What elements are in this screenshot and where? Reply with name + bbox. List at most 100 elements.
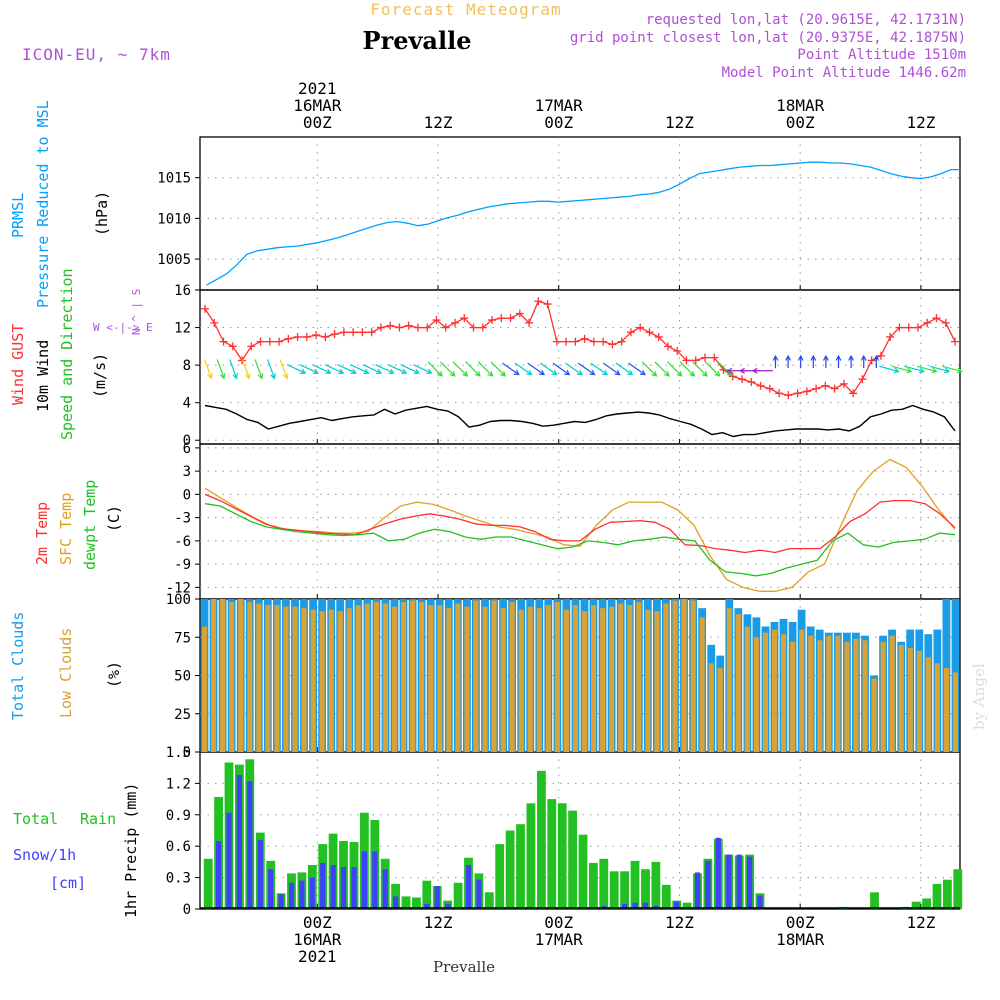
low-clouds-bar (211, 599, 217, 752)
wind-arrowhead (714, 371, 721, 377)
total-label: Total (13, 810, 58, 828)
wind-direction-arrow (375, 364, 394, 374)
gust-point (645, 328, 654, 337)
gust-point (358, 328, 367, 337)
wind-arrowhead (576, 369, 583, 376)
temp-2m-line (204, 493, 956, 554)
wind-arrowhead (388, 368, 395, 374)
gust-point (710, 353, 719, 362)
time-label-top: 00Z (303, 113, 332, 132)
snow-bar (705, 860, 711, 909)
gust-point (608, 340, 617, 349)
wind-direction-arrow (879, 365, 899, 373)
wind-arrowhead (257, 373, 264, 380)
wind-direction-arrow (679, 361, 695, 377)
gust-point (376, 323, 385, 332)
snow-bar (726, 854, 732, 909)
wind-arrowhead (551, 369, 558, 376)
time-label-bottom: 00Z (544, 913, 573, 932)
low-clouds-bar (373, 602, 379, 752)
snow-bar (424, 903, 430, 909)
y-tick-label: 0 (183, 745, 191, 761)
y-tick-label: 0 (183, 487, 191, 503)
time-label-top: 18MAR (776, 96, 825, 115)
low-clouds-bar (817, 640, 823, 752)
gust-point (413, 323, 422, 332)
time-label-top: 2021 (298, 79, 337, 98)
snow-bar (694, 872, 701, 909)
low-clouds-bar (916, 651, 922, 752)
snow-unit-label: [cm] (50, 874, 86, 892)
low-clouds-bar (364, 603, 370, 752)
rain-bar (661, 884, 671, 909)
gust-point (247, 342, 256, 351)
snow-bar (340, 867, 347, 909)
y-tick-label: -6 (174, 534, 191, 550)
low-clouds-bar (808, 635, 814, 752)
rain-bar (870, 892, 879, 909)
low-clouds-bar (591, 605, 597, 752)
gust-point (423, 323, 432, 332)
wind-direction-arrow (286, 364, 306, 374)
wind-arrowhead (232, 373, 238, 380)
wind-direction-arrow (229, 359, 238, 379)
wind-direction-arrow (704, 361, 720, 377)
direction-legend-we: W <-|-> E (93, 321, 153, 334)
temp2m-label: 2m Temp (33, 502, 51, 565)
wind-direction-arrow (615, 362, 633, 376)
rain-bar (505, 830, 515, 909)
snow-bar (247, 781, 253, 909)
y-tick-label: 1015 (157, 171, 191, 187)
wind-arrowhead (500, 371, 506, 377)
gust-point (571, 337, 580, 346)
wind-speed-line (204, 404, 956, 438)
wind-arrowhead (738, 367, 745, 374)
gust-point (673, 347, 682, 356)
gust-point (367, 328, 376, 337)
clouds-unit-label: (%) (105, 661, 123, 688)
low-clouds-bar (790, 641, 796, 752)
wind-arrowhead (282, 373, 289, 380)
wind-direction-arrow (427, 361, 443, 377)
low-clouds-bar (862, 640, 868, 752)
gust-point (386, 321, 395, 330)
rain-bar (422, 880, 432, 909)
gust-point (552, 337, 561, 346)
low-clouds-bar (527, 606, 533, 752)
wind-direction-arrow (279, 359, 288, 379)
wind-direction-arrow (337, 364, 357, 374)
gust-point (275, 337, 284, 346)
wind-direction-arrow (387, 364, 407, 374)
low-clouds-bar (482, 606, 488, 752)
gust-point (432, 316, 441, 325)
low-clouds-bar (545, 605, 551, 752)
time-label-bottom: 12Z (906, 913, 935, 932)
gust-point (654, 332, 663, 341)
gust-point (663, 342, 672, 351)
wind-arrowhead (797, 354, 804, 361)
gust-point (349, 328, 358, 337)
snow-bar (372, 851, 378, 909)
wind-arrowhead (449, 371, 456, 377)
gust-point (821, 381, 830, 390)
wind-arrowhead (300, 368, 307, 374)
low-clouds-bar (925, 657, 931, 752)
y-tick-label: 0.6 (166, 839, 191, 855)
wind-direction-arrow (539, 362, 558, 376)
model-altitude: Model Point Altitude 1446.62m (722, 65, 966, 81)
rain-bar (516, 824, 525, 909)
gust-point (765, 384, 774, 393)
rain-bar (922, 898, 931, 909)
wind-arrowhead (219, 373, 226, 380)
rain-bar (682, 902, 692, 909)
gust-point (626, 328, 635, 337)
wind-arrowhead (462, 371, 469, 377)
low-clouds-bar (663, 603, 669, 752)
rain-bar (547, 799, 557, 909)
gust-point (849, 389, 858, 398)
time-label-bottom: 17MAR (535, 930, 584, 949)
gust-point (460, 314, 469, 323)
rain-bar (599, 858, 609, 909)
time-label-bottom: 00Z (786, 913, 815, 932)
y-tick-label: 25 (174, 707, 191, 723)
